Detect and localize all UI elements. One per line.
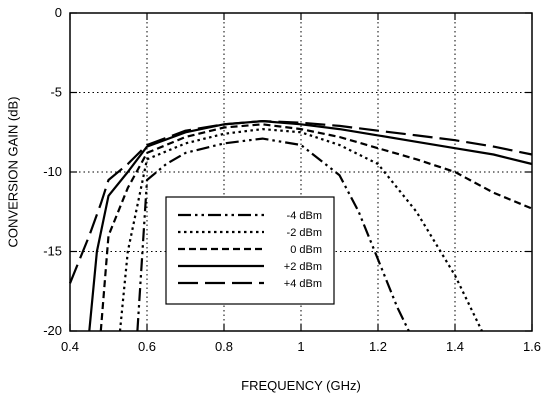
legend-label: +4 dBm — [284, 278, 322, 290]
x-tick-label: 0.4 — [61, 339, 79, 354]
legend-label: +2 dBm — [284, 261, 322, 273]
x-axis-title: FREQUENCY (GHz) — [241, 378, 361, 393]
y-axis-title: CONVERSION GAIN (dB) — [5, 97, 20, 248]
axis-ticks: 0.4 0.6 0.8 1 1.2 1.4 1.6 0 -5 -10 -15 -20 — [43, 5, 541, 354]
legend: -4 dBm -2 dBm 0 dBm +2 dBm +4 dBm — [165, 196, 335, 305]
y-tick-label: -15 — [43, 244, 62, 259]
x-tick-label: 0.8 — [215, 339, 233, 354]
x-tick-label: 0.6 — [138, 339, 156, 354]
series-line — [68, 120, 533, 284]
x-tick-label: 1.6 — [523, 339, 541, 354]
legend-label: -2 dBm — [287, 227, 322, 239]
legend-label: -4 dBm — [287, 210, 322, 222]
x-tick-label: 1.2 — [369, 339, 387, 354]
y-tick-label: 0 — [55, 5, 62, 20]
series-line — [118, 128, 483, 332]
y-tick-label: -20 — [43, 323, 62, 338]
y-tick-label: -5 — [50, 85, 62, 100]
y-tick-label: -10 — [43, 164, 62, 179]
x-tick-label: 1.4 — [446, 339, 464, 354]
x-tick-label: 1 — [297, 339, 304, 354]
series-line — [99, 123, 533, 332]
legend-label: 0 dBm — [290, 244, 322, 256]
series-group — [68, 120, 533, 332]
